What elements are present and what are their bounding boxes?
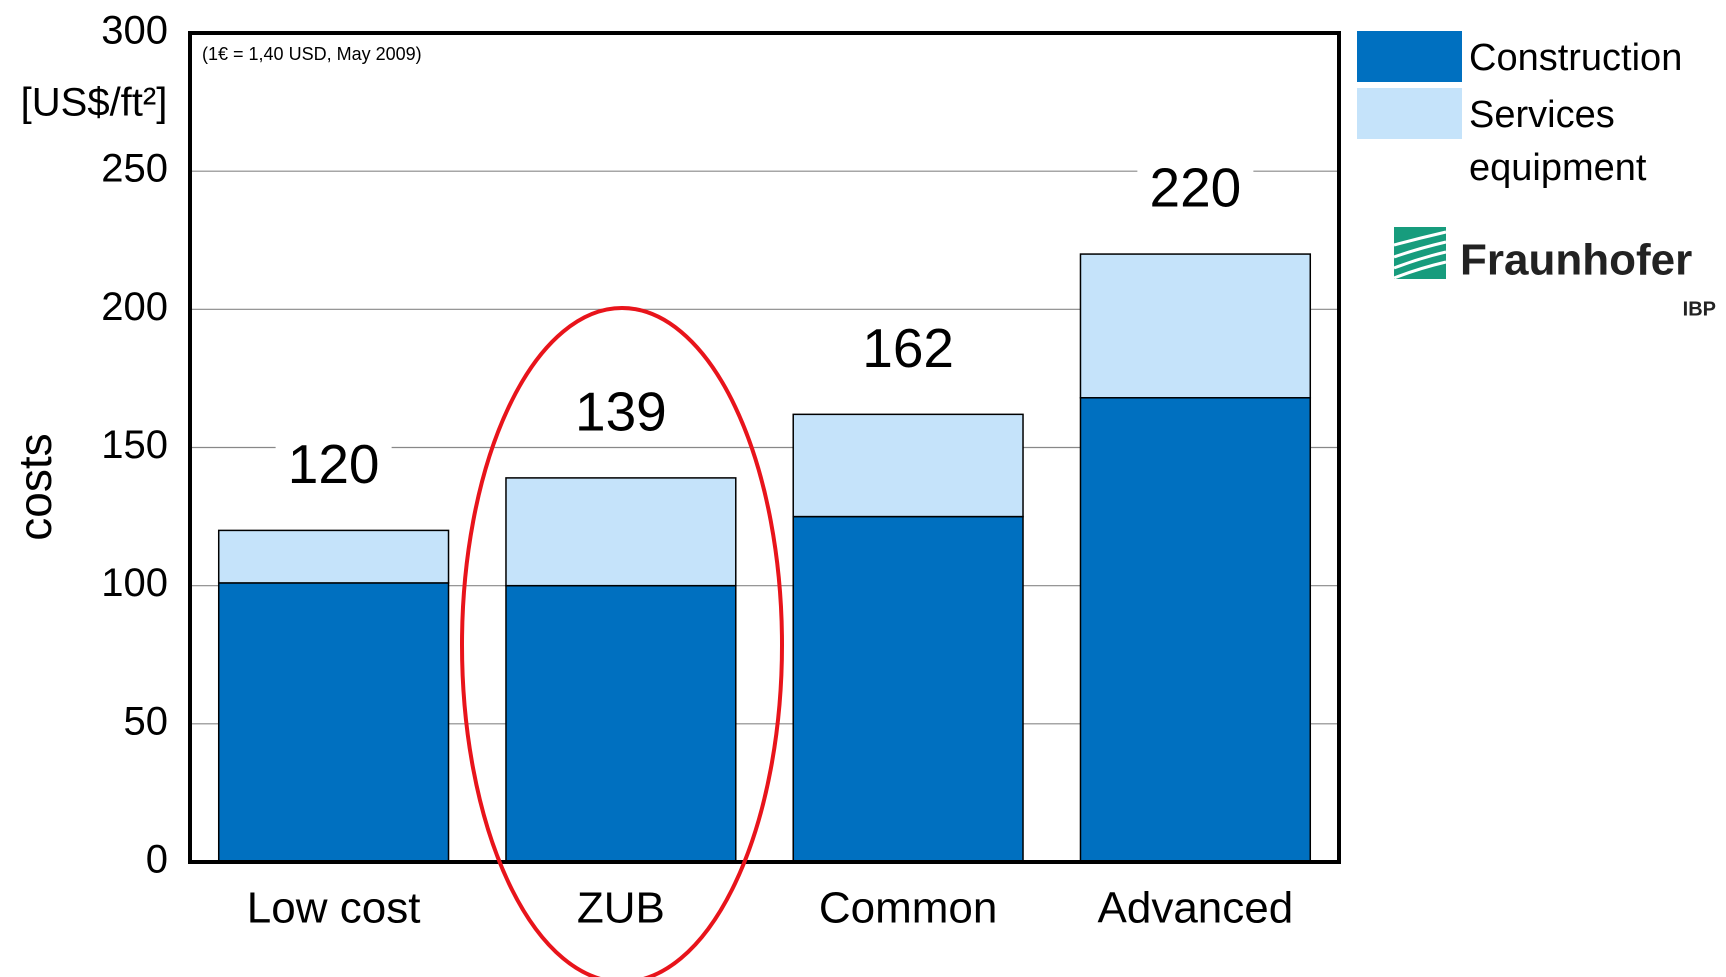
legend-swatch [1357, 88, 1462, 139]
total-label: 220 [1149, 157, 1241, 219]
logo-lines [1393, 230, 1447, 280]
y-tick-label: 0 [146, 838, 168, 882]
legend-label-line: Construction [1469, 37, 1682, 79]
bar-segment [217, 529, 450, 584]
bar-segment [217, 582, 450, 863]
logo-sub: IBP [1683, 298, 1716, 320]
total-label: 120 [288, 433, 380, 495]
total-label-bg [275, 438, 392, 499]
y-unit: [US$/ft²] [21, 81, 168, 125]
total-label-bg [850, 322, 967, 383]
logo-text: Fraunhofer [1460, 236, 1692, 285]
bar-segment [1079, 397, 1312, 863]
legend-label-line: equipment [1469, 147, 1647, 189]
bar-segment [505, 477, 737, 587]
y-tick-label: 200 [101, 285, 168, 329]
legend-label-line: Services [1469, 94, 1615, 136]
legend-swatch [1357, 31, 1462, 82]
bar-segment [792, 413, 1024, 518]
total-label-bg [562, 385, 679, 446]
bar-segment [1079, 253, 1312, 399]
x-tick-label: Common [819, 884, 998, 933]
y-tick-label: 150 [101, 423, 168, 467]
total-label-bg [1137, 162, 1254, 223]
x-tick-label: Advanced [1098, 884, 1294, 933]
bar-segment [792, 515, 1024, 863]
y-tick-label: 300 [101, 9, 168, 53]
y-axis-label: costs [9, 433, 61, 540]
legend-label: Construction [1469, 37, 1682, 79]
logo: Fraunhofer IBP [1393, 227, 1716, 320]
y-tick-label: 50 [124, 699, 169, 743]
x-tick-label: Low cost [247, 884, 421, 933]
highlight-ellipse [460, 306, 784, 977]
total-label: 139 [575, 380, 667, 442]
bar-segment [505, 584, 737, 863]
note: (1€ = 1,40 USD, May 2009) [202, 44, 422, 64]
legend-label: Services equipment [1469, 94, 1647, 189]
x-tick-label: ZUB [577, 884, 665, 933]
total-label: 162 [862, 317, 954, 379]
y-tick-label: 100 [101, 561, 168, 605]
plot-frame [188, 31, 1341, 864]
y-tick-label: 250 [101, 147, 168, 191]
